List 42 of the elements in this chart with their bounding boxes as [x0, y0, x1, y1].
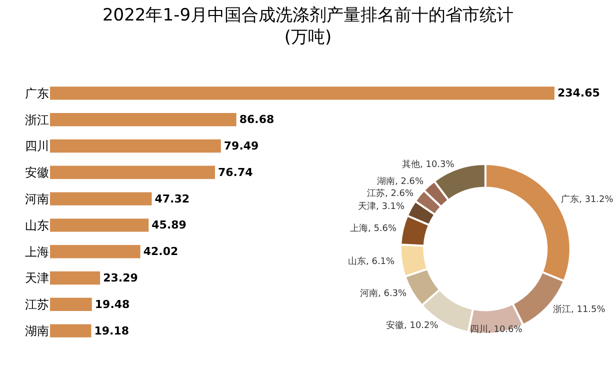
bar: [50, 113, 236, 126]
slice-label: 上海, 5.6%: [350, 223, 398, 234]
slice-label: 山东, 6.1%: [348, 256, 396, 267]
bar: [50, 166, 215, 179]
y-tick-label: 上海: [25, 244, 49, 259]
data-label: 76.74: [218, 166, 254, 179]
data-label: 23.29: [103, 272, 138, 284]
bar: [50, 218, 149, 232]
bar: [50, 139, 221, 153]
bar: [50, 271, 100, 285]
slice-label: 江苏, 2.6%: [367, 188, 414, 199]
y-tick-label: 山东: [25, 218, 49, 232]
bar: [50, 324, 92, 338]
bar: [50, 298, 92, 311]
slice-label: 四川, 10.6%: [470, 324, 523, 335]
data-label: 19.18: [94, 324, 130, 338]
y-tick-label: 湖南: [25, 324, 49, 338]
data-label: 79.49: [224, 140, 259, 152]
bar: [50, 245, 140, 258]
slice-label: 河南, 6.3%: [360, 288, 408, 299]
slice-label: 安徽, 10.2%: [386, 320, 439, 331]
slice-label: 浙江, 11.5%: [553, 304, 606, 315]
bar: [50, 192, 152, 206]
data-label: 234.65: [557, 86, 600, 100]
slice-label: 湖南, 2.6%: [377, 176, 424, 187]
y-tick-label: 天津: [25, 271, 49, 286]
data-label: 45.89: [152, 218, 186, 232]
chart-title: 2022年1-9月中国合成洗涤剂产量排名前十的省市统计 (万吨): [102, 5, 514, 48]
y-tick-label: 浙江: [25, 112, 49, 127]
slice-label: 天津, 3.1%: [358, 201, 406, 212]
y-tick-label: 四川: [25, 139, 49, 154]
data-label: 19.48: [94, 298, 130, 311]
data-label: 47.32: [154, 192, 190, 206]
y-tick-label: 广东: [25, 86, 49, 100]
slice-label: 其他, 10.3%: [402, 159, 455, 170]
slice-label: 广东, 31.2%: [561, 194, 614, 205]
data-label: 86.68: [239, 113, 274, 126]
data-label: 42.02: [143, 245, 178, 258]
bar: [50, 86, 554, 100]
y-tick-label: 安徽: [25, 166, 49, 180]
y-tick-label: 江苏: [25, 298, 49, 312]
y-tick-label: 河南: [25, 192, 49, 206]
